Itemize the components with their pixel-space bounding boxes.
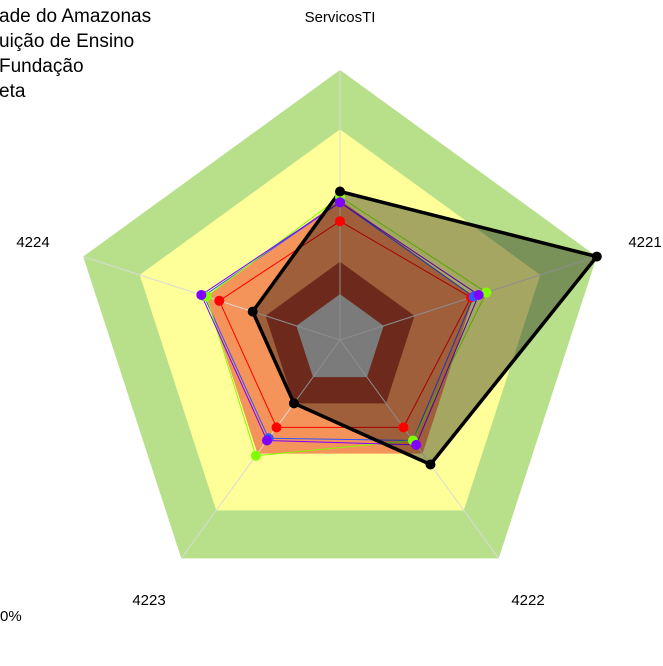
- series: [196, 186, 602, 470]
- series-point: [591, 251, 602, 262]
- series-point: [411, 439, 422, 450]
- series-polygon: [218, 220, 472, 428]
- series-point: [335, 186, 345, 197]
- legend-entry: uição de Ensino: [0, 31, 134, 52]
- series-point: [250, 450, 261, 461]
- axis-line: [83, 256, 341, 341]
- axis-label: 4223: [132, 592, 165, 609]
- legend-entry: eta: [0, 81, 26, 102]
- axis-line: [339, 339, 500, 559]
- series-point: [473, 289, 484, 300]
- legend-entry: ade do Amazonas: [0, 6, 151, 27]
- series-point: [247, 306, 258, 317]
- labels: ServicosTI 4221 4222 4223 4224 ade do Amazona…: [0, 6, 662, 609]
- series-point: [261, 435, 272, 446]
- series-point: [481, 287, 492, 298]
- footnote: 0%: [0, 608, 22, 625]
- axis-label: 4222: [511, 592, 544, 609]
- legend-entry: Fundação: [0, 56, 84, 77]
- axis-label: ServicosTI: [305, 9, 376, 26]
- series-point: [271, 422, 282, 433]
- series-point: [335, 197, 345, 208]
- series-polygon: [250, 189, 600, 467]
- series-point: [335, 216, 345, 227]
- series-polygon: [203, 201, 475, 441]
- series-point: [398, 422, 409, 433]
- series-polygon: [205, 196, 488, 457]
- series-point: [425, 459, 436, 470]
- series-polygon: [200, 201, 480, 446]
- axis-label: 4221: [628, 234, 661, 251]
- axis-label: 4224: [16, 234, 49, 251]
- series-point: [214, 295, 225, 306]
- series-point: [288, 398, 299, 409]
- axis-line: [180, 339, 341, 559]
- series-point: [196, 289, 207, 300]
